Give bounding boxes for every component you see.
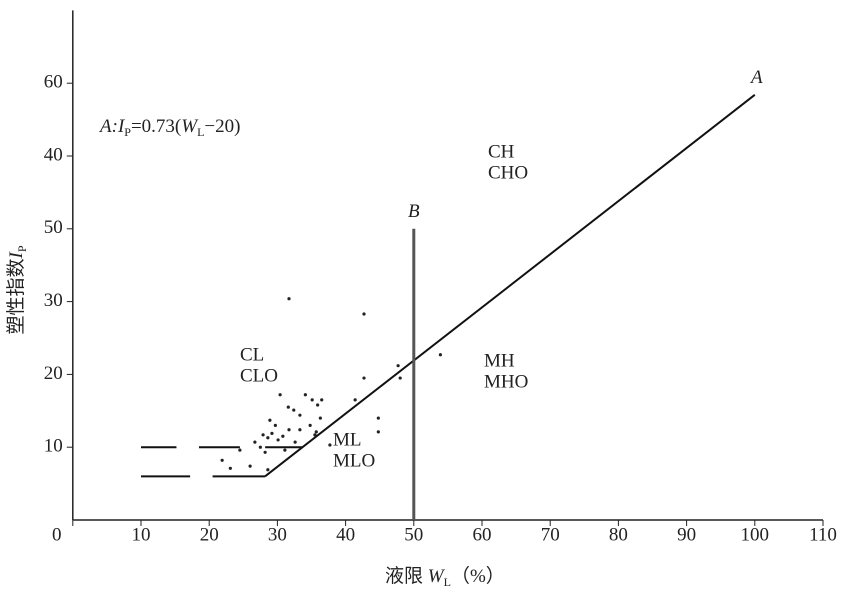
x-tick-label: 100: [741, 524, 770, 545]
data-point: [287, 428, 291, 432]
data-point: [328, 443, 332, 447]
data-point: [266, 436, 270, 440]
formula: A:IP=0.73(WL−20): [98, 116, 240, 138]
data-point: [283, 448, 287, 452]
annotation: MH: [484, 350, 515, 371]
data-point: [353, 398, 357, 402]
annotation: ML: [333, 429, 362, 450]
x-tick-label: 10: [132, 524, 151, 545]
x-tick-label: 90: [677, 524, 696, 545]
data-point: [238, 448, 242, 452]
x-tick-label: 40: [336, 524, 355, 545]
data-point: [281, 434, 285, 438]
x-tick-label: 60: [473, 524, 492, 545]
data-point: [268, 418, 272, 422]
y-tick-label: 20: [44, 363, 63, 384]
x-tick-label: 0: [52, 524, 62, 545]
data-point: [376, 430, 380, 434]
data-point: [266, 468, 270, 472]
data-point: [273, 423, 277, 427]
data-point: [298, 428, 302, 432]
data-point: [316, 403, 320, 407]
data-point: [396, 364, 400, 368]
data-point: [376, 416, 380, 420]
annotation: MLO: [333, 450, 375, 471]
data-point: [314, 430, 318, 434]
x-tick-label: 80: [609, 524, 628, 545]
x-tick-label: 110: [809, 524, 837, 545]
data-point: [438, 353, 442, 357]
line-label: B: [408, 201, 420, 222]
data-point: [292, 408, 296, 412]
x-tick-label: 30: [268, 524, 287, 545]
data-point: [362, 312, 366, 316]
data-point: [308, 423, 312, 427]
data-point: [313, 433, 317, 437]
x-tick-label: 20: [200, 524, 219, 545]
data-point: [220, 458, 224, 462]
y-tick-label: 50: [44, 217, 63, 238]
reference-line: [264, 94, 756, 478]
data-point: [398, 376, 402, 380]
y-tick-label: 30: [44, 290, 63, 311]
data-point: [248, 464, 252, 468]
data-point: [318, 416, 322, 420]
y-tick-label: 40: [44, 144, 63, 165]
data-point: [320, 398, 324, 402]
data-point: [276, 438, 280, 442]
data-point: [362, 376, 366, 380]
annotation: CLO: [240, 365, 278, 386]
data-point: [287, 297, 291, 301]
annotation: CL: [240, 344, 264, 365]
x-tick-label: 70: [541, 524, 560, 545]
data-point: [253, 440, 257, 444]
y-axis-label: 塑性指数IP: [5, 245, 28, 334]
x-tick-label: 50: [404, 524, 423, 545]
data-point: [303, 393, 307, 397]
data-point: [228, 466, 232, 470]
line-label: A: [749, 67, 763, 88]
data-point: [278, 393, 282, 397]
annotation: CHO: [488, 162, 528, 183]
x-axis-label: 液限 WL（%）: [385, 565, 505, 588]
annotation: CH: [488, 141, 515, 162]
data-point: [258, 445, 262, 449]
data-point: [286, 405, 290, 409]
y-tick-label: 60: [44, 72, 63, 93]
data-point: [270, 431, 274, 435]
data-point: [263, 450, 267, 454]
data-point: [261, 433, 265, 437]
annotation: MHO: [484, 371, 528, 392]
data-point: [310, 398, 314, 402]
y-tick-label: 10: [44, 436, 63, 457]
data-point: [298, 413, 302, 417]
data-point: [293, 440, 297, 444]
